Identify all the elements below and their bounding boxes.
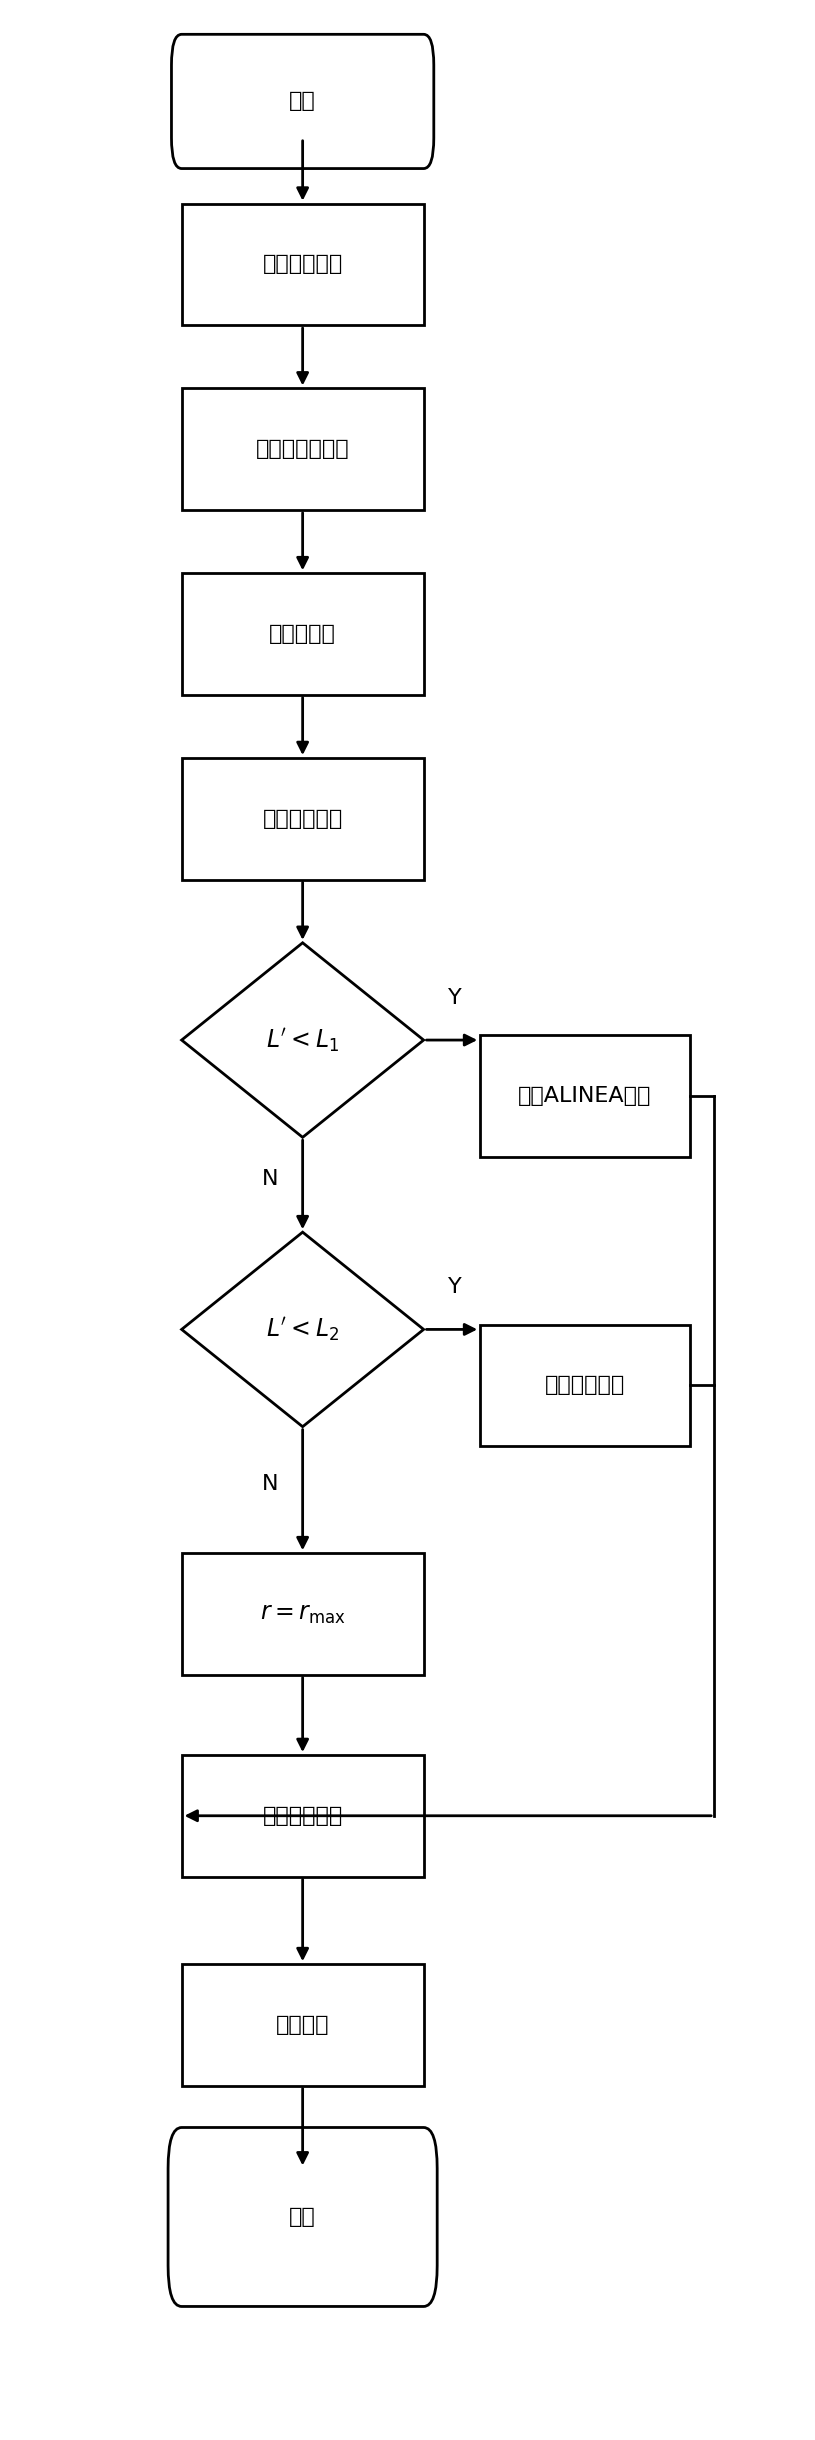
Text: Y: Y bbox=[447, 988, 461, 1008]
Text: 开始: 开始 bbox=[289, 90, 316, 112]
Text: 计算绿灯时长: 计算绿灯时长 bbox=[262, 1806, 343, 1825]
Text: 考虑排队约束: 考虑排队约束 bbox=[545, 1376, 625, 1396]
Bar bbox=[480, 1035, 689, 1157]
FancyBboxPatch shape bbox=[171, 34, 434, 168]
Text: 配时方案: 配时方案 bbox=[276, 2015, 329, 2035]
Text: 统计卡口过车数: 统计卡口过车数 bbox=[256, 439, 350, 459]
Bar bbox=[480, 1325, 689, 1447]
Polygon shape bbox=[182, 1232, 424, 1427]
Text: N: N bbox=[262, 1474, 279, 1493]
Text: $L' < L_1$: $L' < L_1$ bbox=[266, 1027, 339, 1054]
Text: 结束: 结束 bbox=[289, 2208, 316, 2228]
Text: N: N bbox=[262, 1169, 279, 1188]
Bar bbox=[182, 1754, 424, 1876]
Bar bbox=[182, 203, 424, 325]
Text: 数据预处理: 数据预处理 bbox=[269, 625, 336, 644]
Bar bbox=[182, 1554, 424, 1674]
Text: 高斯混合聚类: 高斯混合聚类 bbox=[262, 808, 343, 830]
Bar bbox=[182, 1964, 424, 2086]
Polygon shape bbox=[182, 942, 424, 1137]
Text: $r = r_{\mathrm{max}}$: $r = r_{\mathrm{max}}$ bbox=[260, 1603, 346, 1625]
FancyBboxPatch shape bbox=[168, 2128, 437, 2306]
Text: $L' < L_2$: $L' < L_2$ bbox=[266, 1315, 339, 1344]
Text: Y: Y bbox=[447, 1276, 461, 1298]
Text: 输入微波数据: 输入微波数据 bbox=[262, 254, 343, 273]
Text: 执行ALINEA算法: 执行ALINEA算法 bbox=[518, 1086, 652, 1105]
Bar bbox=[182, 573, 424, 695]
Bar bbox=[182, 388, 424, 510]
Bar bbox=[182, 759, 424, 878]
